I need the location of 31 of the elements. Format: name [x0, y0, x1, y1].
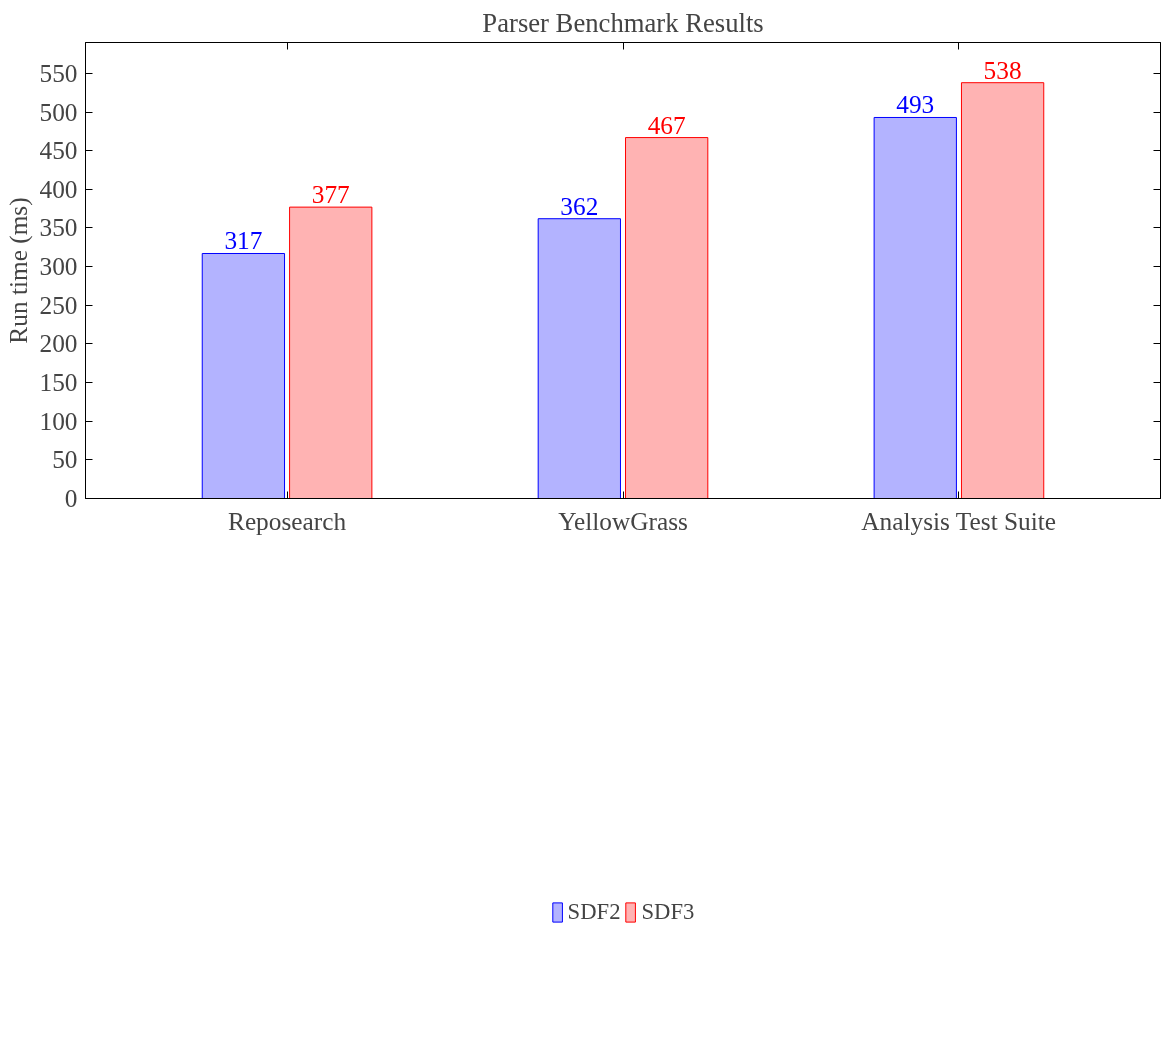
y-axis-title: Run time (ms) — [3, 197, 33, 344]
bar — [625, 137, 709, 499]
y-tick-label: 350 — [39, 213, 78, 242]
y-tick-label: 400 — [39, 174, 78, 203]
data-label: 317 — [224, 226, 263, 255]
y-tick-label: 450 — [39, 136, 78, 165]
y-tick-label: 0 — [64, 484, 78, 512]
chart-title: Parser Benchmark Results — [482, 7, 764, 38]
bar — [289, 206, 373, 499]
y-tick-label: 300 — [39, 252, 78, 281]
bar — [873, 116, 957, 499]
y-tick-label: 150 — [39, 368, 78, 397]
data-label: 493 — [896, 90, 935, 119]
y-tick-label: 500 — [39, 97, 78, 126]
x-tick-label: Reposearch — [227, 506, 347, 535]
bar — [201, 253, 286, 499]
y-tick-label: 50 — [52, 445, 78, 474]
data-label: 538 — [983, 55, 1022, 84]
x-tick-label: Analysis Test Suite — [861, 506, 1057, 535]
bar — [960, 82, 1045, 499]
data-label: 377 — [311, 180, 350, 209]
bar — [537, 218, 621, 499]
y-tick-label: 200 — [39, 329, 78, 358]
data-label: 467 — [647, 110, 686, 139]
legend-label: SDF2 — [567, 898, 621, 925]
legend-label: SDF3 — [641, 898, 695, 925]
data-label: 362 — [560, 191, 599, 220]
y-tick-label: 550 — [39, 58, 78, 87]
y-tick-label: 100 — [39, 406, 78, 435]
x-tick-label: YellowGrass — [558, 506, 688, 535]
y-tick-label: 250 — [39, 290, 78, 319]
